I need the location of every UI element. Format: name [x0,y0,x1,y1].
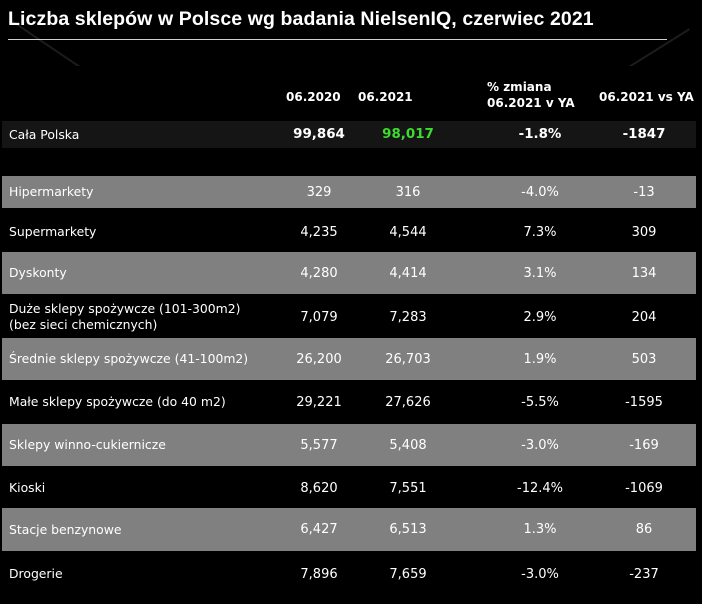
table-row: Małe sklepy spożywcze (do 40 m2) 29,221 … [2,382,696,422]
cell-diff: -1595 [625,394,663,410]
cell-pct-change: -4.0% [521,184,559,200]
cell-pct-change: 7.3% [523,224,557,240]
cell-diff: -169 [629,437,659,453]
header-col-2020: 06.2020 [286,90,341,104]
table-row: Dyskonty 4,280 4,414 3.1% 134 [2,252,696,294]
cell-2020: 329 [306,184,332,200]
row-label: Drogerie [9,566,63,581]
row-label: Sklepy winno-cukiernicze [9,437,166,452]
cell-diff: 503 [631,351,657,367]
row-label: Dyskonty [9,265,67,280]
table-row: Kioski 8,620 7,551 -12.4% -1069 [2,468,696,508]
table-row-total: Cała Polska 99,864 98,017 -1.8% -1847 [2,121,696,148]
cell-pct-change: -3.0% [521,566,559,582]
cell-diff: 86 [635,522,653,537]
cell-diff: -1069 [625,480,663,496]
page-title: Liczba sklepów w Polsce wg badania Niels… [8,8,594,30]
cell-2021: 6,513 [389,522,427,537]
table-row: Duże sklepy spożywcze (101-300m2) (bez s… [2,296,696,338]
table-row: Hipermarkety 329 316 -4.0% -13 [2,176,696,208]
cell-pct-change: -12.4% [517,480,563,496]
table-row: Sklepy winno-cukiernicze 5,577 5,408 -3.… [2,424,696,466]
cell-diff: 204 [631,309,657,325]
cell-2021: 7,551 [389,480,427,496]
header-col-pct-line1: % zmiana [487,80,552,94]
row-label: Duże sklepy spożywcze (101-300m2) (bez s… [9,301,241,332]
cell-2021: 4,544 [389,224,427,240]
cell-diff: -237 [629,566,659,582]
cell-pct-change: 1.3% [523,522,557,537]
cell-pct-change: -3.0% [521,437,559,453]
table-row: Średnie sklepy spożywcze (41-100m2) 26,2… [2,338,696,380]
cell-2020: 6,427 [300,522,338,537]
cell-2021: 27,626 [385,394,431,410]
table-row: Drogerie 7,896 7,659 -3.0% -237 [2,553,696,595]
cell-diff: -13 [633,184,655,200]
row-label: Supermarkety [9,224,97,239]
cell-2021: 98,017 [382,127,434,142]
title-divider [8,39,667,40]
row-label: Kioski [9,480,46,495]
cell-pct-change: 2.9% [523,309,557,325]
cell-2020: 7,896 [300,566,338,582]
cell-2020: 7,079 [300,309,338,325]
cell-2021: 7,283 [389,309,427,325]
cell-diff: 309 [631,224,657,240]
header-col-2021: 06.2021 [358,90,413,104]
cell-pct-change: 3.1% [523,265,557,281]
cell-diff: 134 [631,265,657,281]
cell-pct-change: -1.8% [518,127,562,142]
cell-2020: 29,221 [296,394,342,410]
row-label: Stacje benzynowe [9,521,122,537]
table-row: Stacje benzynowe 6,427 6,513 1.3% 86 [2,508,696,551]
cell-pct-change: 1.9% [523,351,557,367]
cell-2020: 5,577 [300,437,338,453]
cell-2020: 26,200 [296,351,342,367]
cell-2020: 8,620 [300,480,338,496]
cell-2021: 7,659 [389,566,427,582]
cell-2021: 26,703 [385,351,431,367]
cell-2020: 4,235 [300,224,338,240]
cell-2020: 4,280 [300,265,338,281]
header-col-pct-line2: 06.2021 v YA [487,96,575,110]
table-row: Supermarkety 4,235 4,544 7.3% 309 [2,214,696,250]
cell-2021: 316 [395,184,421,200]
row-label: Hipermarkety [9,184,94,199]
cell-diff: -1847 [622,127,666,142]
cell-2020: 99,864 [293,127,345,142]
row-label: Cała Polska [9,126,80,142]
row-label: Średnie sklepy spożywcze (41-100m2) [9,351,249,366]
cell-pct-change: -5.5% [521,394,559,410]
cell-2021: 4,414 [389,265,427,281]
row-label: Małe sklepy spożywcze (do 40 m2) [9,394,226,409]
header-col-diff: 06.2021 vs YA [599,90,694,104]
cell-2021: 5,408 [389,437,427,453]
